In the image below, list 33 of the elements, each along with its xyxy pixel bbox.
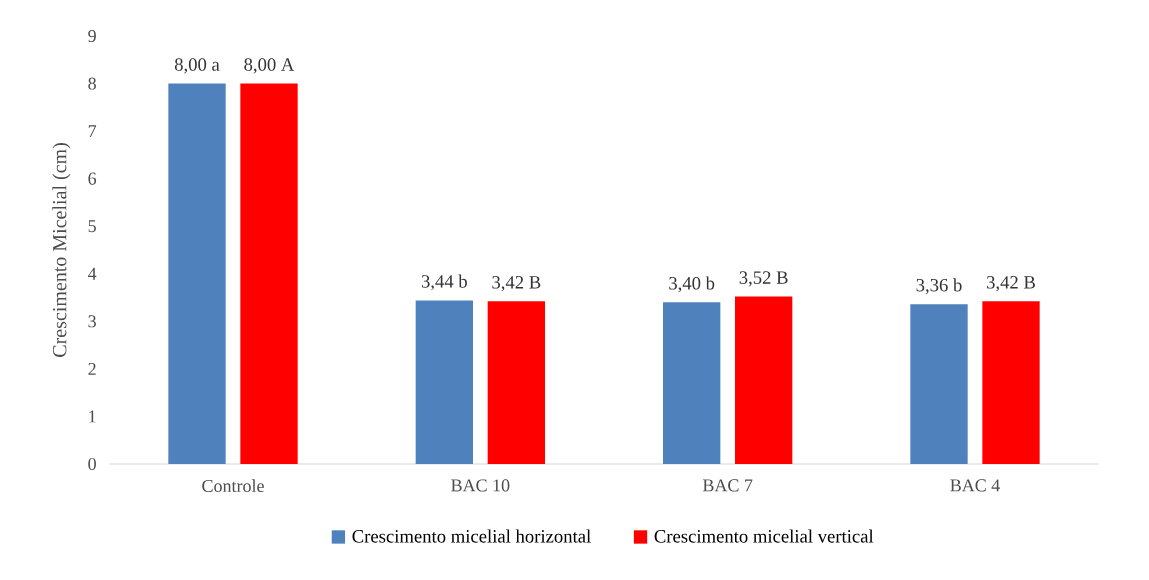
bar xyxy=(982,301,1040,464)
y-tick-label: 5 xyxy=(88,220,96,233)
y-tick-label: 8 xyxy=(88,77,96,90)
data-label: 8,00 a xyxy=(174,58,220,74)
legend-label: Crescimento micelial horizontal xyxy=(352,529,591,543)
y-tick-label: 7 xyxy=(88,125,97,137)
bar xyxy=(735,296,793,464)
bar xyxy=(487,301,546,464)
y-tick-label: 0 xyxy=(88,457,96,471)
data-label: 3,36 b xyxy=(916,278,962,295)
bar xyxy=(663,302,721,464)
y-tick-label: 9 xyxy=(88,29,96,43)
data-label: 3,52 B xyxy=(739,271,788,287)
x-tick-label: BAC 4 xyxy=(950,479,1000,492)
data-label: 3,42 B xyxy=(492,276,541,292)
y-tick-label: 6 xyxy=(88,172,97,185)
bar xyxy=(168,83,226,464)
y-tick-label: 1 xyxy=(89,410,96,423)
y-tick-label: 3 xyxy=(88,315,96,328)
y-axis-title: Crescimento Micelial (cm) xyxy=(52,143,71,357)
x-tick-label: Controle xyxy=(202,479,264,493)
y-tick-label: 2 xyxy=(88,362,96,375)
x-tick-label: BAC 10 xyxy=(451,479,510,492)
data-label: 8,00 A xyxy=(244,58,295,74)
bar xyxy=(240,83,298,464)
bar xyxy=(415,300,474,464)
data-label: 3,42 B xyxy=(987,276,1035,292)
data-label: 3,44 b xyxy=(421,274,467,291)
data-label: 3,40 b xyxy=(669,276,715,293)
x-tick-label: BAC 7 xyxy=(702,479,753,492)
y-tick-label: 4 xyxy=(87,267,97,280)
bar xyxy=(910,304,968,464)
legend-label: Crescimento micelial vertical xyxy=(654,529,874,543)
